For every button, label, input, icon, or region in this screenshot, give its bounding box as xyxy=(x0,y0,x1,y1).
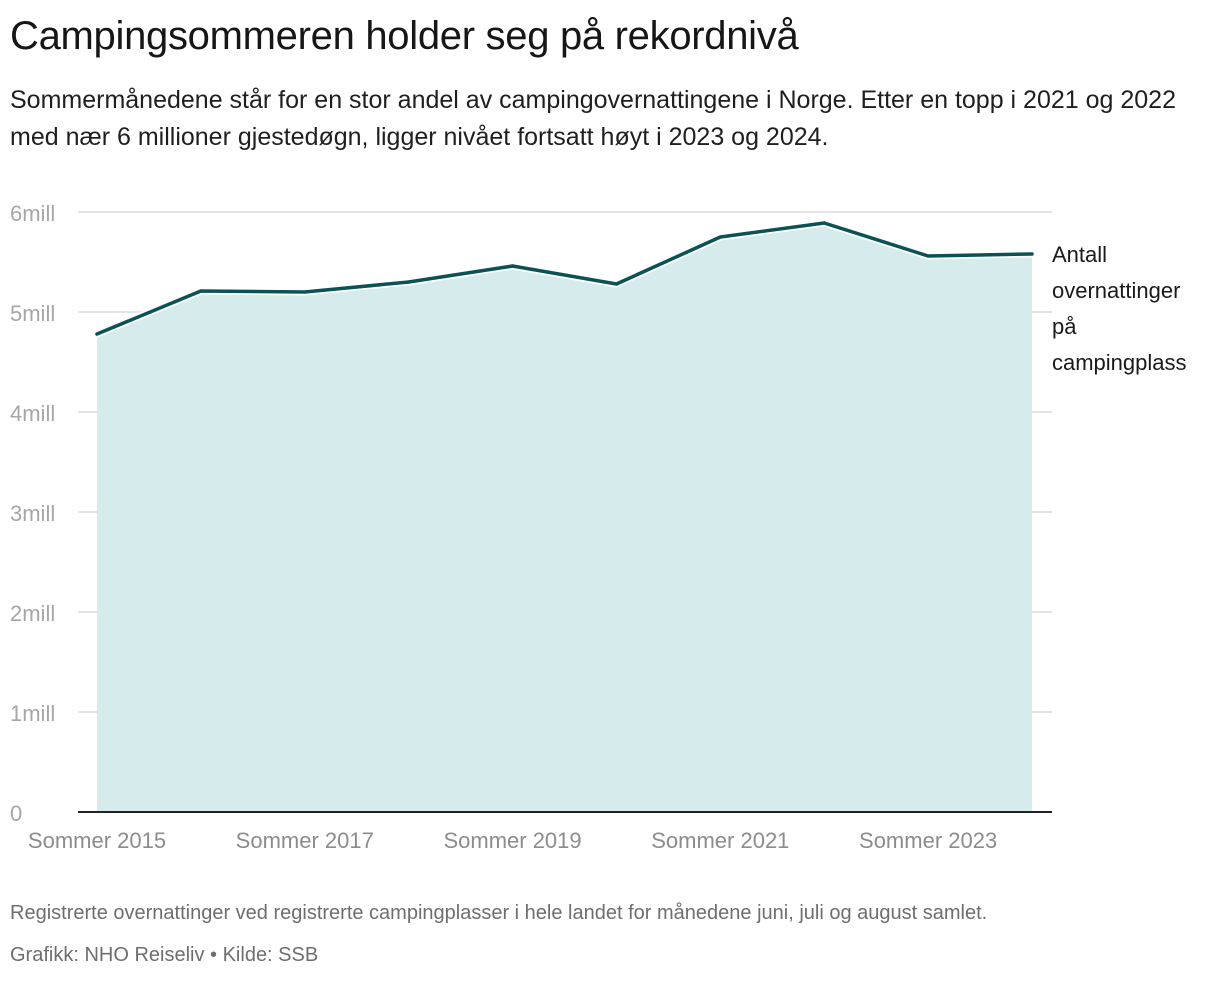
y-tick-label: 4mill xyxy=(10,401,55,426)
data-point-2017 xyxy=(303,290,307,294)
source-credit: Grafikk: NHO Reiseliv • Kilde: SSB xyxy=(10,944,319,966)
x-tick-label: Sommer 2021 xyxy=(651,828,789,853)
series-label: Antall overnattinger på campingplass xyxy=(1052,242,1187,375)
data-point-2018 xyxy=(407,280,411,284)
footnote: Registrerte overnattinger ved registrert… xyxy=(10,902,988,924)
y-tick-label: 1mill xyxy=(10,701,55,726)
data-point-2021 xyxy=(718,235,722,239)
y-tick-label: 6mill xyxy=(10,201,55,226)
x-tick-labels: Sommer 2015 Sommer 2017 Sommer 2019 Sommer … xyxy=(28,828,997,853)
x-tick-label: Sommer 2019 xyxy=(443,828,581,853)
data-point-2023 xyxy=(926,254,930,258)
x-tick-label: Sommer 2017 xyxy=(236,828,374,853)
data-point-2019 xyxy=(510,264,515,268)
y-tick-labels: 0 1mill 2mill 3mill 4mill 5mill 6mill xyxy=(10,201,55,826)
chart-title: Campingsommeren holder seg på rekordnivå xyxy=(10,14,799,58)
x-tick-label: Sommer 2023 xyxy=(859,828,997,853)
series-line xyxy=(93,219,1036,338)
data-point-2020 xyxy=(614,282,619,286)
series-name-label: Antall overnattinger på campingplass xyxy=(1052,242,1187,375)
area-fill xyxy=(97,223,1032,812)
area-chart: 0 1mill 2mill 3mill 4mill 5mill 6mill Sommer 2… xyxy=(10,201,1187,853)
data-point-2024 xyxy=(1030,252,1034,256)
chart-subtitle: Sommermånedene står for en stor andel av… xyxy=(10,86,1176,151)
y-tick-label: 5mill xyxy=(10,301,55,326)
y-tick-label: 3mill xyxy=(10,501,55,526)
data-point-2022 xyxy=(822,221,826,225)
x-tick-label: Sommer 2015 xyxy=(28,828,166,853)
y-tick-label: 0 xyxy=(10,801,22,826)
series-area xyxy=(97,223,1032,812)
y-tick-label: 2mill xyxy=(10,601,55,626)
data-line xyxy=(95,221,1034,336)
data-point-2016 xyxy=(199,289,203,293)
data-point-2015 xyxy=(95,332,99,336)
